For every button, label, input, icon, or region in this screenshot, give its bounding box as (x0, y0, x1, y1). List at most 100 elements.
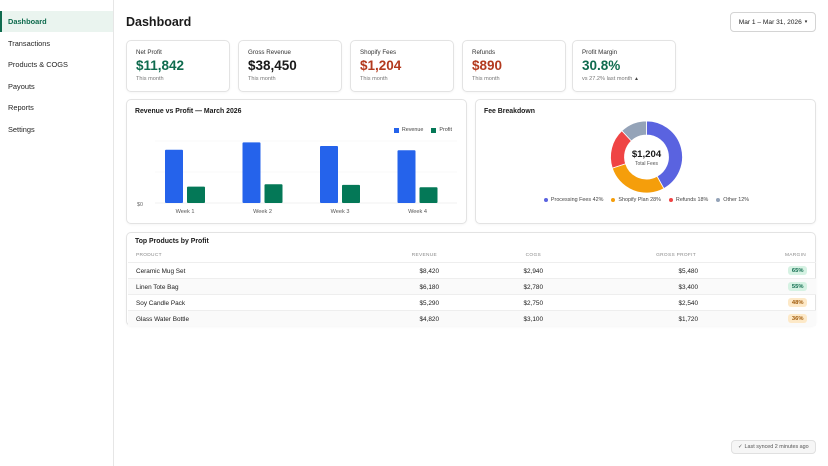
kpi-sub-text: vs 27.2% last month (582, 76, 633, 82)
column-header-gross-profit: GROSS PROFIT (656, 253, 696, 258)
legend-dot (668, 198, 673, 202)
x-tick-label: Week 2 (253, 209, 272, 215)
cogs-cell: $2,780 (523, 284, 543, 291)
kpi-sub: This month (136, 76, 164, 82)
x-tick-label: Week 4 (408, 209, 427, 215)
bar-profit-week-3[interactable] (342, 184, 360, 203)
kpi-label: Net Profit (136, 49, 162, 56)
table-title: Top Products by Profit (135, 238, 209, 245)
margin-badge: 55% (788, 282, 807, 291)
legend-profit: Profit (431, 127, 452, 133)
revenue-cell: $4,820 (419, 316, 439, 323)
sidebar: Dashboard Transactions Products & COGS P… (0, 0, 114, 466)
fee-donut-chart: $1,204 Total Fees (610, 120, 683, 194)
sidebar-item-dashboard[interactable]: Dashboard (0, 11, 113, 32)
chart-title: Revenue vs Profit — March 2026 (135, 108, 242, 115)
bar-revenue-week-2[interactable] (242, 142, 261, 203)
cogs-cell: $2,750 (523, 300, 543, 307)
column-header-product: PRODUCT (136, 253, 162, 258)
table-row[interactable]: Glass Water Bottle $4,820 $3,100 $1,720 … (128, 310, 816, 326)
date-range-button[interactable]: Mar 1 – Mar 31, 2026 ▾ (730, 12, 816, 32)
legend-label: Shopify Plan 28% (618, 197, 661, 203)
kpi-sub: vs 27.2% last month ▲ (582, 76, 666, 82)
legend-other: Other 12% (716, 197, 749, 203)
kpi-label: Gross Revenue (248, 49, 291, 56)
column-header-revenue: REVENUE (411, 253, 437, 258)
sidebar-item-products-cogs[interactable]: Products & COGS (8, 60, 68, 69)
bars-group: Week 1 Week 2 Week 3 Week 4 (165, 142, 438, 215)
profit-cell: $1,720 (678, 316, 698, 323)
donut-center-label: Total Fees (635, 161, 659, 167)
product-name: Linen Tote Bag (136, 284, 179, 291)
revenue-cell: $8,420 (419, 268, 439, 275)
kpi-value: $11,842 (136, 58, 185, 73)
product-name: Soy Candle Pack (136, 300, 186, 307)
kpi-value: $890 (472, 58, 503, 73)
column-header-margin: MARGIN (785, 253, 806, 258)
margin-badge: 65% (788, 266, 807, 275)
kpi-gross-revenue: Gross Revenue $38,450 This month (238, 40, 342, 92)
legend-swatch (431, 127, 437, 133)
revenue-profit-bar-chart: $0 Week 1 Week 2 Week 3 Week 4 (137, 140, 457, 215)
kpi-value: $38,450 (248, 58, 297, 73)
bar-profit-week-2[interactable] (264, 184, 283, 203)
donut-slice-processing-fees[interactable] (646, 120, 683, 190)
legend-shopify-plan: Shopify Plan 28% (611, 197, 661, 203)
product-name: Ceramic Mug Set (136, 268, 186, 275)
sidebar-item-reports[interactable]: Reports (8, 103, 34, 112)
profit-cell: $2,540 (678, 300, 698, 307)
legend-label: Profit (439, 127, 452, 133)
arrow-up-icon: ▲ (633, 76, 639, 82)
kpi-label: Refunds (472, 49, 496, 56)
legend-label: Revenue (401, 127, 424, 133)
product-name: Glass Water Bottle (136, 316, 190, 323)
chart-title: Fee Breakdown (484, 108, 535, 115)
revenue-cell: $6,180 (419, 284, 439, 291)
kpi-sub: This month (248, 76, 276, 82)
bar-revenue-week-1[interactable] (165, 149, 183, 203)
profit-cell: $5,480 (678, 268, 698, 275)
sync-status: ✓ Last synced 2 minutes ago (731, 440, 816, 454)
legend-label: Other 12% (723, 197, 750, 203)
cogs-cell: $3,100 (523, 316, 543, 323)
revenue-profit-card: Revenue vs Profit — March 2026 Revenue P… (126, 99, 467, 224)
caret-down-icon: ▾ (804, 19, 808, 25)
sync-text: Last synced 2 minutes ago (744, 444, 809, 450)
check-icon: ✓ (738, 444, 743, 450)
bar-profit-week-1[interactable] (187, 186, 205, 203)
sidebar-item-transactions[interactable]: Transactions (8, 38, 51, 48)
kpi-profit-margin: Profit Margin 30.8% vs 27.2% last month … (572, 40, 676, 92)
sidebar-item-settings[interactable]: Settings (8, 124, 35, 134)
fee-legend: Processing Fees 42% Shopify Plan 28% Ref… (476, 197, 817, 203)
bar-revenue-week-3[interactable] (320, 146, 338, 203)
kpi-sub: This month (472, 76, 500, 82)
legend-label: Processing Fees 42% (550, 197, 604, 203)
donut-slice-other[interactable] (621, 120, 647, 142)
table-row[interactable]: Soy Candle Pack $5,290 $2,750 $2,540 48% (128, 294, 816, 310)
legend-dot (543, 198, 548, 202)
x-tick-label: Week 1 (176, 209, 195, 215)
sidebar-item-payouts[interactable]: Payouts (8, 81, 35, 91)
profit-cell: $3,400 (678, 284, 698, 291)
bar-revenue-week-4[interactable] (397, 150, 416, 203)
legend-dot (611, 198, 616, 202)
kpi-value: $1,204 (360, 58, 402, 73)
date-range-label: Mar 1 – Mar 31, 2026 (738, 18, 802, 26)
margin-badge: 36% (788, 314, 807, 323)
bar-profit-week-4[interactable] (419, 187, 438, 203)
kpi-label: Shopify Fees (360, 49, 397, 56)
column-header-cogs: COGS (525, 253, 541, 258)
donut-slices (610, 120, 683, 194)
x-tick-label: Week 3 (331, 209, 350, 215)
top-products-table: Top Products by Profit PRODUCT REVENUE C… (126, 232, 816, 326)
legend-processing: Processing Fees 42% (543, 197, 604, 203)
legend-refunds: Refunds 18% (668, 197, 709, 203)
legend-dot (716, 198, 721, 202)
table-row[interactable]: Linen Tote Bag $6,180 $2,780 $3,400 55% (128, 278, 816, 294)
y-axis-zero-label: $0 (137, 202, 143, 208)
fee-breakdown-card: Fee Breakdown $1,204 Total Fees Processi… (475, 99, 816, 224)
legend-label: Refunds 18% (675, 197, 709, 203)
table-row[interactable]: Ceramic Mug Set $8,420 $2,940 $5,480 65% (128, 262, 816, 278)
legend-swatch (393, 127, 399, 133)
donut-slice-shopify-plan[interactable] (611, 163, 665, 194)
